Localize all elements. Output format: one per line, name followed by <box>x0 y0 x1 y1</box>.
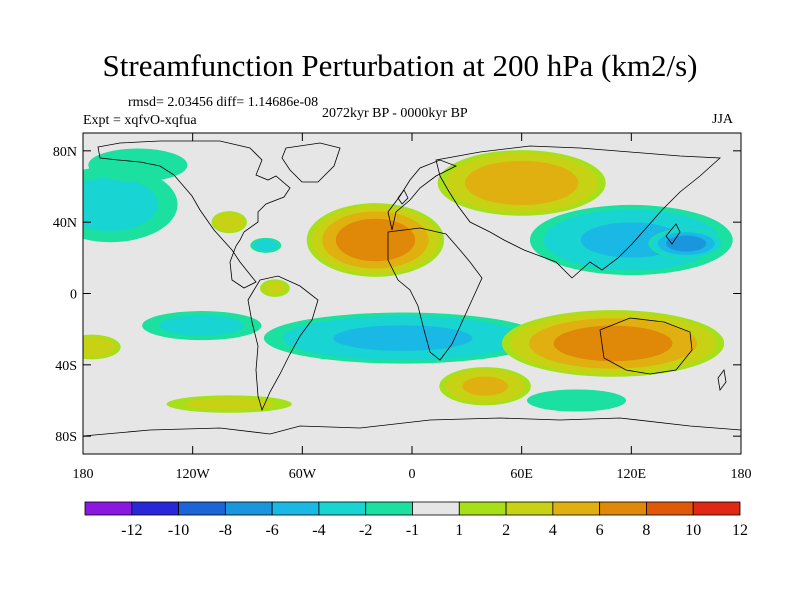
y-tick-label: 80S <box>55 430 77 445</box>
contour-level <box>83 177 158 232</box>
contour-level <box>464 160 579 206</box>
colorbar-swatch <box>692 501 741 516</box>
colorbar-label: -12 <box>121 522 142 539</box>
x-tick-label: 120W <box>176 467 211 482</box>
y-tick-label: 40N <box>53 216 77 231</box>
anomaly-12 <box>501 310 725 377</box>
contour-level <box>333 325 473 351</box>
x-tick-label: 0 <box>409 467 416 482</box>
y-tick-label: 80N <box>53 145 77 160</box>
colorbar-swatch <box>271 501 320 516</box>
colorbar-label: 4 <box>549 522 557 539</box>
colorbar-swatch <box>599 501 647 516</box>
colorbar-swatch <box>552 501 601 516</box>
colorbar-label: 1 <box>455 522 463 539</box>
colorbar-label: 12 <box>732 522 748 539</box>
colorbar-label: -8 <box>219 522 232 539</box>
anomaly-3 <box>250 237 282 253</box>
colorbar-label: -6 <box>265 522 278 539</box>
colorbar-swatch <box>318 501 367 516</box>
x-tick-label: 60E <box>510 467 533 482</box>
anomaly-10 <box>142 311 262 341</box>
coastlines <box>83 140 741 437</box>
contour-level <box>462 376 508 396</box>
anomaly-13 <box>166 395 292 413</box>
anomaly-2 <box>211 211 247 234</box>
contour-level <box>335 218 416 262</box>
contour-level <box>253 239 278 252</box>
rmsd-diff-text: rmsd= 2.03456 diff= 1.14686e-08 <box>128 95 319 110</box>
colorbar-swatch <box>505 501 554 516</box>
contour-level <box>214 212 245 232</box>
contour-level <box>88 148 188 182</box>
colorbar-label: 10 <box>685 522 701 539</box>
colorbar-label: -1 <box>406 522 419 539</box>
colorbar-swatch <box>458 501 507 516</box>
y-tick-label: 40S <box>55 359 77 374</box>
contour-level <box>184 397 274 411</box>
colorbar-swatch <box>131 501 179 516</box>
anomaly-9 <box>263 312 542 364</box>
contour-level <box>159 315 245 336</box>
colorbar-label: 8 <box>642 522 650 539</box>
y-tick-label: 0 <box>70 288 77 303</box>
anomaly-1 <box>88 148 188 182</box>
anomaly-14 <box>439 367 531 406</box>
colorbar-label: 2 <box>502 522 510 539</box>
anomaly-0 <box>83 166 178 243</box>
contour-level <box>83 336 116 358</box>
anomaly-4 <box>259 279 290 297</box>
contour-level <box>526 389 627 412</box>
anomaly-6 <box>437 150 606 216</box>
colorbar-swatch <box>646 501 694 516</box>
anomaly-5 <box>306 203 445 277</box>
colorbar-label: -10 <box>168 522 189 539</box>
anomaly-8 <box>648 228 724 259</box>
period-label: 2072kyr BP - 0000kyr BP <box>322 106 468 121</box>
experiment-label: Expt = xqfvO-xqfua <box>83 113 197 128</box>
anomaly-15 <box>526 389 627 412</box>
colorbar-label: 6 <box>596 522 604 539</box>
colorbar-swatch <box>224 501 273 516</box>
x-tick-label: 180 <box>731 467 752 482</box>
anomaly-layer <box>83 148 733 413</box>
colorbar-swatch <box>365 501 413 516</box>
colorbar-swatch <box>412 501 460 516</box>
x-tick-label: 60W <box>289 467 317 482</box>
colorbar-label: -2 <box>359 522 372 539</box>
colorbar-swatch <box>84 501 133 516</box>
colorbar-swatch <box>178 501 226 516</box>
x-tick-label: 120E <box>617 467 647 482</box>
chart-title: Streamfunction Perturbation at 200 hPa (… <box>102 48 698 83</box>
x-tick-label: 180 <box>73 467 94 482</box>
colorbar-label: -4 <box>312 522 325 539</box>
contour-level <box>666 235 707 252</box>
contour-level <box>553 325 673 362</box>
anomaly-11 <box>83 334 121 360</box>
contour-level <box>264 281 286 295</box>
season-label: JJA <box>712 112 734 127</box>
